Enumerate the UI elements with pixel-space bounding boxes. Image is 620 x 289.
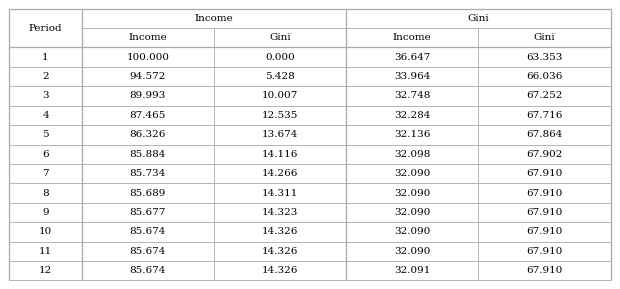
Text: 85.884: 85.884 <box>130 150 166 159</box>
Text: 14.326: 14.326 <box>262 247 298 256</box>
Text: 66.036: 66.036 <box>526 72 563 81</box>
Text: 36.647: 36.647 <box>394 53 430 62</box>
Text: 85.734: 85.734 <box>130 169 166 178</box>
Text: 0.000: 0.000 <box>265 53 295 62</box>
Text: 67.252: 67.252 <box>526 92 563 101</box>
Text: 67.910: 67.910 <box>526 227 563 236</box>
Text: 14.323: 14.323 <box>262 208 298 217</box>
Text: 12.535: 12.535 <box>262 111 298 120</box>
Text: 2: 2 <box>42 72 49 81</box>
Text: 1: 1 <box>42 53 49 62</box>
Text: 5.428: 5.428 <box>265 72 295 81</box>
Text: 94.572: 94.572 <box>130 72 166 81</box>
Text: 67.910: 67.910 <box>526 266 563 275</box>
Text: 13.674: 13.674 <box>262 130 298 139</box>
Text: 67.716: 67.716 <box>526 111 563 120</box>
Text: 9: 9 <box>42 208 49 217</box>
Text: 3: 3 <box>42 92 49 101</box>
Text: 67.864: 67.864 <box>526 130 563 139</box>
Text: 7: 7 <box>42 169 49 178</box>
Text: 12: 12 <box>39 266 52 275</box>
Text: Gini: Gini <box>269 33 291 42</box>
Text: 32.136: 32.136 <box>394 130 430 139</box>
Text: 87.465: 87.465 <box>130 111 166 120</box>
Text: 32.284: 32.284 <box>394 111 430 120</box>
Text: Income: Income <box>128 33 167 42</box>
Text: 14.326: 14.326 <box>262 227 298 236</box>
Text: 4: 4 <box>42 111 49 120</box>
Text: 32.748: 32.748 <box>394 92 430 101</box>
Text: 33.964: 33.964 <box>394 72 430 81</box>
Text: 89.993: 89.993 <box>130 92 166 101</box>
Text: 32.090: 32.090 <box>394 169 430 178</box>
Text: 85.674: 85.674 <box>130 227 166 236</box>
Text: 14.311: 14.311 <box>262 188 298 197</box>
Text: Period: Period <box>29 24 63 33</box>
Text: 85.677: 85.677 <box>130 208 166 217</box>
Text: 14.116: 14.116 <box>262 150 298 159</box>
Text: 100.000: 100.000 <box>126 53 169 62</box>
Text: 32.090: 32.090 <box>394 247 430 256</box>
Text: 67.910: 67.910 <box>526 208 563 217</box>
Text: 67.910: 67.910 <box>526 169 563 178</box>
Text: Income: Income <box>195 14 233 23</box>
Text: 67.910: 67.910 <box>526 188 563 197</box>
Text: 14.266: 14.266 <box>262 169 298 178</box>
Text: 32.098: 32.098 <box>394 150 430 159</box>
Text: 32.090: 32.090 <box>394 188 430 197</box>
Text: 6: 6 <box>42 150 49 159</box>
Text: 32.090: 32.090 <box>394 227 430 236</box>
Text: 5: 5 <box>42 130 49 139</box>
Text: 63.353: 63.353 <box>526 53 563 62</box>
Text: 32.090: 32.090 <box>394 208 430 217</box>
Text: 10: 10 <box>39 227 52 236</box>
Text: Gini: Gini <box>534 33 556 42</box>
Text: Gini: Gini <box>467 14 489 23</box>
Text: 67.910: 67.910 <box>526 247 563 256</box>
Text: 67.902: 67.902 <box>526 150 563 159</box>
Text: 85.689: 85.689 <box>130 188 166 197</box>
Text: 11: 11 <box>39 247 52 256</box>
Text: 86.326: 86.326 <box>130 130 166 139</box>
Text: Income: Income <box>393 33 432 42</box>
Text: 32.091: 32.091 <box>394 266 430 275</box>
Text: 8: 8 <box>42 188 49 197</box>
Text: 85.674: 85.674 <box>130 266 166 275</box>
Text: 85.674: 85.674 <box>130 247 166 256</box>
Text: 14.326: 14.326 <box>262 266 298 275</box>
Text: 10.007: 10.007 <box>262 92 298 101</box>
